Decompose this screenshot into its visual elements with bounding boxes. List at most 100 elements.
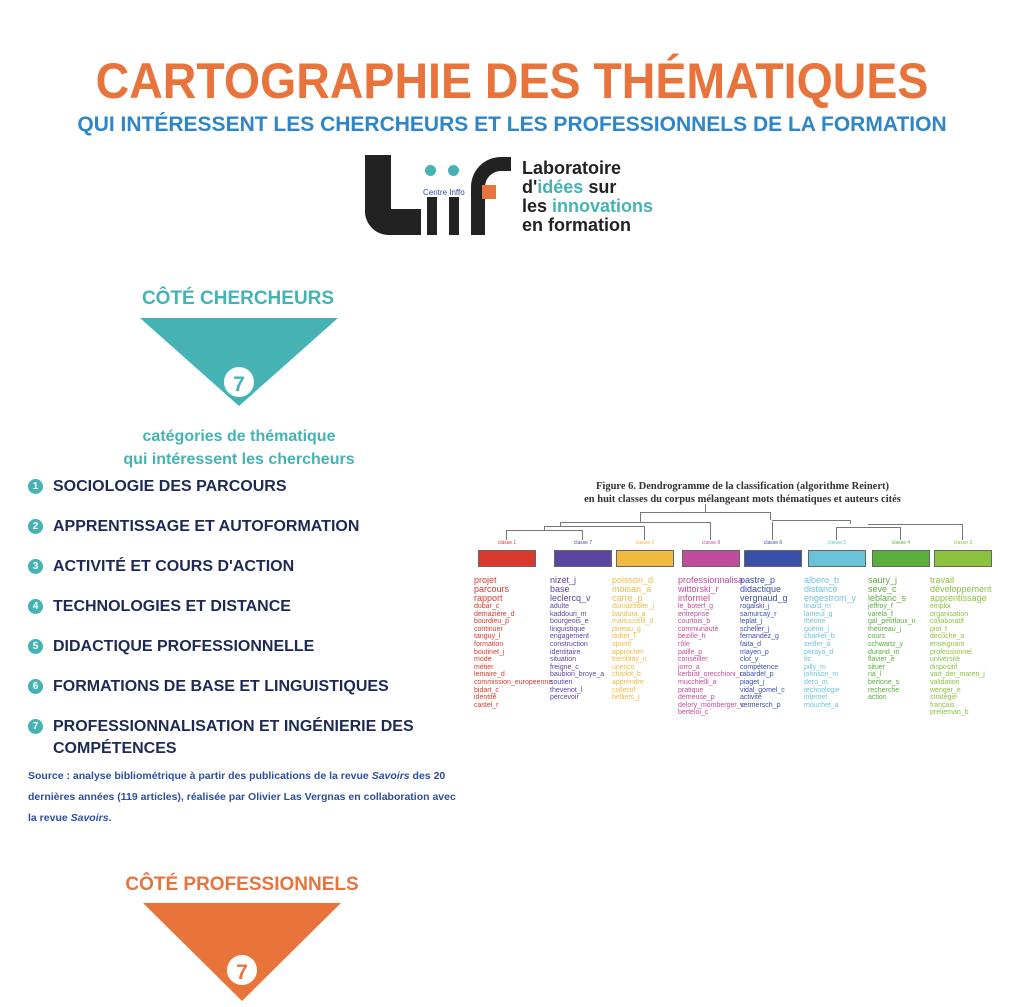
class-word: charlier_b xyxy=(804,633,835,641)
class-word: thevenot_l xyxy=(550,686,583,694)
logo-text: sur xyxy=(583,177,617,197)
class-word: demeuse_p xyxy=(678,694,715,702)
class-word: charlot_b xyxy=(612,671,641,679)
class-word: enseignant xyxy=(930,640,965,648)
class-word: faita_d xyxy=(740,640,762,648)
class-word: vermersch_p xyxy=(740,701,781,709)
class-word: soutien xyxy=(550,678,573,686)
class-word-list: projet parcours rapport dubar_c demazière_d b… xyxy=(474,576,552,709)
class-word: leplat_j xyxy=(740,618,763,626)
class-word: nizet_j xyxy=(550,575,577,585)
class-word: percevoir xyxy=(550,694,579,702)
class-word: baubion_broye_a xyxy=(550,671,605,679)
class-word-list: albero_b distance engestrom_y linard_m lameu… xyxy=(804,576,876,709)
theme-label: PROFESSIONNALISATION ET INGÉNIERIE DES C… xyxy=(53,718,414,757)
dendrogram-branch xyxy=(582,530,583,540)
class-label: classe 4 xyxy=(891,540,911,546)
class-word: recherche xyxy=(868,686,900,694)
class-word: emploi xyxy=(930,603,951,610)
class-word: linard_m xyxy=(804,603,831,610)
class-word: internet xyxy=(804,694,828,702)
class-word: scheller_j xyxy=(740,625,770,633)
class-bar xyxy=(934,550,992,567)
dendrogram-figure: Figure 6. Dendrogramme de la classificat… xyxy=(470,480,1015,716)
class-word: courtois_b xyxy=(678,618,711,626)
theme-label: FORMATIONS DE BASE ET LINGUISTIQUES xyxy=(53,678,389,695)
class-word: professionnalisa xyxy=(678,575,744,585)
class-word: flavier_e xyxy=(868,656,895,664)
class-word: leclercq_v xyxy=(550,593,591,603)
class-word: dubet_f xyxy=(612,633,636,641)
figure-caption: Figure 6. Dendrogramme de la classificat… xyxy=(596,481,889,492)
class-word: collaboratif xyxy=(930,618,964,626)
class-word: delory_momberger_c xyxy=(678,701,745,709)
class-word: rabardel_p xyxy=(740,671,774,679)
class-word: communauté xyxy=(678,625,719,633)
class-word-list: nizet_j base leclercq_v adulte kaddouri_m bou… xyxy=(550,576,622,702)
class-word: validation xyxy=(930,678,960,686)
dendrogram-branch xyxy=(544,526,644,527)
class-word: tic xyxy=(804,656,811,664)
dendrogram-branch xyxy=(560,522,710,523)
dendrogram-branch xyxy=(506,530,507,540)
class-word: bourdieu_p xyxy=(474,618,510,626)
logo-text: les xyxy=(522,196,553,216)
class-word: bourgeois_e xyxy=(550,618,589,626)
class-word: albero_b xyxy=(804,575,840,585)
theme-item: 6 FORMATIONS DE BASE ET LINGUISTIQUES xyxy=(28,676,428,698)
logo-text-line: d'idées sur xyxy=(522,178,616,197)
class-word: rapport xyxy=(474,593,503,603)
class-word: théorie xyxy=(804,618,826,626)
class-word: métier xyxy=(474,663,494,671)
class-word: varela_f xyxy=(868,610,893,618)
source-text: Source : analyse bibliométrique à partir… xyxy=(28,770,372,782)
source-text: des 20 dernières années (119 articles), … xyxy=(28,770,456,824)
class-word: wenger_e xyxy=(930,686,961,694)
dendrogram-branch xyxy=(544,526,545,530)
class-word: adulte xyxy=(550,603,570,610)
class-label: classe 6 xyxy=(763,540,783,546)
class-word: vart_der_maren_j xyxy=(930,671,985,679)
theme-number: 5 xyxy=(28,639,43,654)
class-word: saury_j xyxy=(868,575,898,585)
logo-brand: Centre Inffo xyxy=(423,188,465,197)
theme-number: 4 xyxy=(28,599,43,614)
source-note: Source : analyse bibliométrique à partir… xyxy=(28,766,458,829)
class-word: mode xyxy=(474,656,492,664)
class-word-list: travail développement apprentissage emploi o… xyxy=(930,576,1002,717)
class-word: continuer xyxy=(474,625,503,633)
class-word: seve_c xyxy=(868,584,897,594)
logo-l-foot xyxy=(365,209,421,235)
theme-item: 2 APPRENTISSAGE ET AUTOFORMATION xyxy=(28,516,428,538)
class-word: base xyxy=(550,584,570,594)
class-word: formation xyxy=(474,640,504,648)
class-word: johnson_m xyxy=(804,671,839,679)
class-word: apprendre xyxy=(612,678,644,686)
class-word: informel xyxy=(678,593,711,603)
class-word: bandura_a xyxy=(612,610,646,618)
class-word: piaget_j xyxy=(740,678,765,686)
class-bar xyxy=(554,550,612,567)
class-word: activité xyxy=(740,694,762,702)
class-word: guerin_j xyxy=(804,625,829,633)
class-bar xyxy=(744,550,802,567)
class-word: durand_m xyxy=(868,648,900,656)
class-word: clot_y xyxy=(740,656,759,664)
theme-label: DIDACTIQUE PROFESSIONNELLE xyxy=(53,638,315,655)
class-word: zeitler_a xyxy=(804,640,831,648)
class-word: wittorski_r xyxy=(678,584,719,594)
dendrogram-branch xyxy=(868,524,962,525)
class-word: tanguy_l xyxy=(474,633,501,641)
class-word: mayen_p xyxy=(740,648,769,656)
source-text: Savoirs xyxy=(70,812,109,824)
theme-number: 7 xyxy=(28,719,43,734)
class-word: construction xyxy=(550,640,588,648)
class-word: dumazedier_j xyxy=(612,603,655,610)
class-word: rôle xyxy=(678,640,690,648)
class-word: kerbrat_orecchioni_c xyxy=(678,671,743,679)
class-bar xyxy=(808,550,866,567)
class-word: université xyxy=(930,656,960,664)
class-word: boutinet_j xyxy=(474,648,505,656)
class-word: entreprise xyxy=(678,610,710,618)
dendrogram-branch xyxy=(772,520,850,521)
